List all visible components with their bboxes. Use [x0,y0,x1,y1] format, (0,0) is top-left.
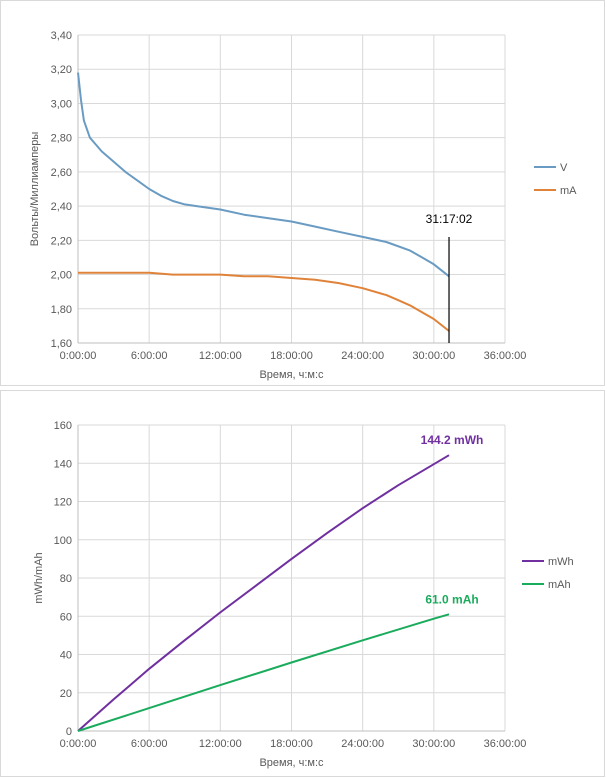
y-tick-label: 2,00 [51,270,72,282]
x-tick-label: 36:00:00 [484,350,527,362]
mwh-total-label: 144.2 mWh [421,433,484,447]
x-tick-label: 30:00:00 [412,350,455,362]
x-tick-label: 6:00:00 [131,350,168,362]
y-tick-label: 160 [54,420,72,432]
series-line-mAh [77,613,450,732]
y-tick-label: 1,60 [51,338,72,350]
y-tick-label: 40 [60,650,72,662]
x-tick-label: 18:00:00 [270,350,313,362]
y-tick-label: 2,80 [51,133,72,145]
y-tick-label: 3,40 [51,30,72,42]
y-tick-label: 20 [60,688,72,700]
y-tick-label: 60 [60,611,72,623]
y-tick-label: 80 [60,573,72,585]
voltage-current-chart: 0:00:00 6:00:00 12:00:00 18:00:00 24:00:00 30… [29,30,577,381]
y-tick-label: 2,20 [51,235,72,247]
y-tick-label: 2,40 [51,201,72,213]
y-tick-label: 100 [54,535,72,547]
y-tick-label: 3,00 [51,98,72,110]
x-tick-label: 24:00:00 [341,350,384,362]
series-line-mA [78,271,450,332]
energy-capacity-chart: 0:00:00 6:00:00 12:00:00 18:00:00 24:00:00 30… [33,420,574,769]
y-axis-title: Вольты/Миллиамперы [29,132,41,247]
y-tick-label: 2,60 [51,167,72,179]
legend-label-mWh: mWh [548,556,574,568]
x-tick-label: 6:00:00 [131,738,168,750]
x-tick-label: 0:00:00 [60,738,97,750]
y-tick-label: 3,20 [51,64,72,76]
series-line-mWh [77,454,450,732]
legend-label-mA: mA [560,185,577,197]
y-axis-title: mWh/mAh [33,552,45,603]
x-axis-title: Время, ч:м:с [259,757,324,769]
x-tick-label: 18:00:00 [270,738,313,750]
legend-label-mAh: mAh [548,579,571,591]
x-tick-label: 36:00:00 [484,738,527,750]
energy-capacity-chart-panel: 0:00:00 6:00:00 12:00:00 18:00:00 24:00:00 30… [0,390,605,777]
x-tick-label: 24:00:00 [341,738,384,750]
x-tick-label: 30:00:00 [412,738,455,750]
x-tick-label: 12:00:00 [199,738,242,750]
x-tick-label: 0:00:00 [60,350,97,362]
y-tick-label: 120 [54,497,72,509]
voltage-current-chart-panel: 0:00:00 6:00:00 12:00:00 18:00:00 24:00:00 30… [0,0,605,386]
y-tick-label: 0 [66,726,72,738]
series-line-V [77,72,450,278]
y-tick-label: 140 [54,458,72,470]
marker-time-label: 31:17:02 [426,212,473,226]
y-tick-label: 1,80 [51,304,72,316]
x-axis-title: Время, ч:м:с [259,369,324,381]
x-tick-label: 12:00:00 [199,350,242,362]
legend-label-V: V [560,162,568,174]
mah-total-label: 61.0 mAh [425,592,478,606]
